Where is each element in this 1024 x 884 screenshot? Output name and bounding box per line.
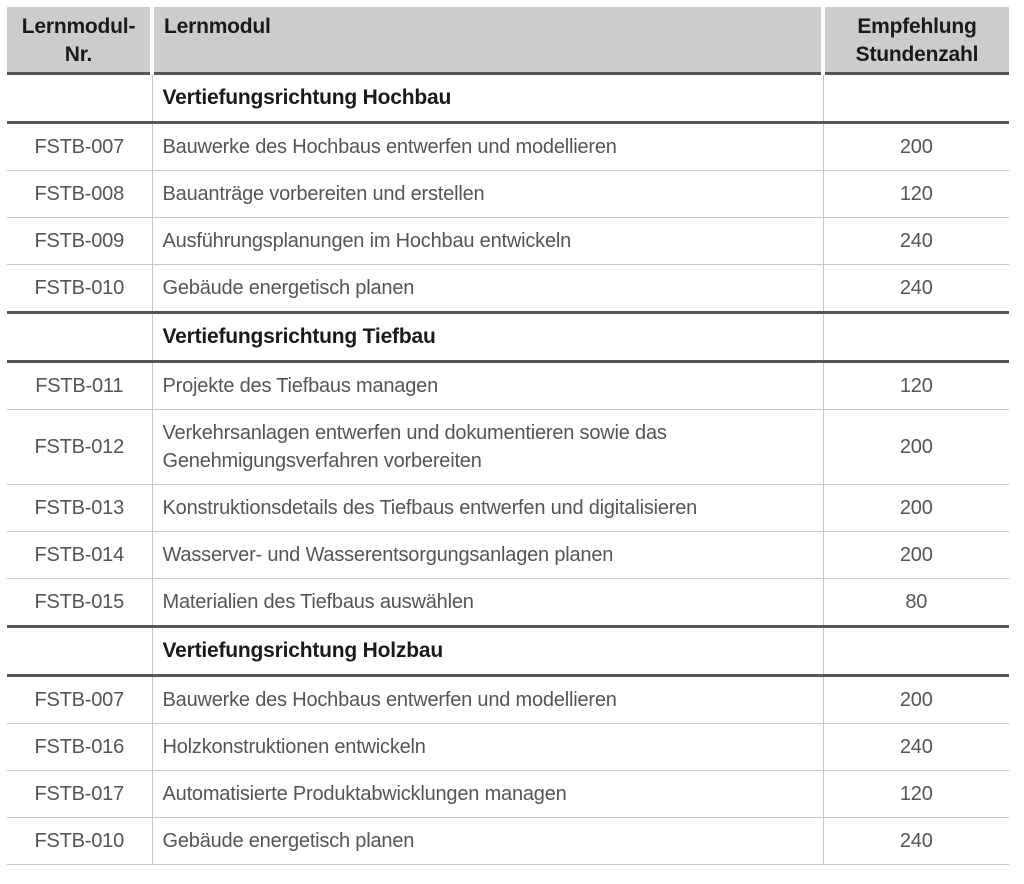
section-empty-stunden-cell	[823, 311, 1009, 363]
module-nr: FSTB-010	[7, 264, 153, 313]
section-row: Vertiefungsrichtung Holzbau	[7, 625, 1009, 677]
section-empty-stunden-cell	[823, 625, 1009, 677]
module-row: FSTB-007 Bauwerke des Hochbaus entwerfen …	[7, 122, 1009, 171]
module-name: Bauwerke des Hochbaus entwerfen und mode…	[152, 675, 824, 724]
module-row: FSTB-007 Bauwerke des Hochbaus entwerfen …	[7, 675, 1009, 724]
module-name: Verkehrsanlagen entwerfen und dokumentie…	[152, 409, 824, 485]
module-nr: FSTB-017	[7, 770, 153, 818]
module-nr: FSTB-007	[7, 675, 153, 724]
module-stunden: 200	[823, 122, 1009, 171]
module-stunden: 120	[823, 170, 1009, 218]
module-stunden: 120	[823, 770, 1009, 818]
module-nr: FSTB-010	[7, 817, 153, 865]
module-nr: FSTB-007	[7, 122, 153, 171]
section-title: Vertiefungsrichtung Holzbau	[152, 625, 824, 677]
module-row: FSTB-010 Gebäude energetisch planen 240	[7, 817, 1009, 865]
module-row: FSTB-017 Automatisierte Produktabwicklung…	[7, 770, 1009, 818]
module-stunden: 240	[823, 723, 1009, 771]
module-row: FSTB-013 Konstruktionsdetails des Tiefbau…	[7, 484, 1009, 532]
section-empty-nr-cell	[7, 72, 153, 124]
module-name: Automatisierte Produktabwicklungen manag…	[152, 770, 824, 818]
module-row: FSTB-012 Verkehrsanlagen entwerfen und do…	[7, 409, 1009, 485]
module-row: FSTB-011 Projekte des Tiefbaus managen 120	[7, 361, 1009, 410]
module-stunden: 240	[823, 264, 1009, 313]
section-title: Vertiefungsrichtung Tiefbau	[152, 311, 824, 363]
module-stunden: 200	[823, 484, 1009, 532]
module-nr: FSTB-014	[7, 531, 153, 579]
section-empty-nr-cell	[7, 311, 153, 363]
module-row: FSTB-014 Wasserver- und Wasserentsorgungs…	[7, 531, 1009, 579]
module-name: Bauwerke des Hochbaus entwerfen und mode…	[152, 122, 824, 171]
module-row: FSTB-010 Gebäude energetisch planen 240	[7, 264, 1009, 313]
module-stunden: 240	[823, 817, 1009, 865]
module-nr: FSTB-015	[7, 578, 153, 627]
module-name: Holzkonstruktionen entwickeln	[152, 723, 824, 771]
table-header-row: Lernmodul- Nr. Lernmodul Empfehlung Stun…	[7, 7, 1009, 75]
module-name: Bauanträge vorbereiten und erstellen	[152, 170, 824, 218]
module-stunden: 200	[823, 409, 1009, 485]
module-stunden: 80	[823, 578, 1009, 627]
module-name: Materialien des Tiefbaus auswählen	[152, 578, 824, 627]
module-nr: FSTB-016	[7, 723, 153, 771]
module-nr: FSTB-013	[7, 484, 153, 532]
section-empty-stunden-cell	[823, 72, 1009, 124]
module-name: Projekte des Tiefbaus managen	[152, 361, 824, 410]
section-row: Vertiefungsrichtung Hochbau	[7, 72, 1009, 124]
module-name: Wasserver- und Wasserentsorgungsanlagen …	[152, 531, 824, 579]
module-name: Gebäude energetisch planen	[152, 817, 824, 865]
table-body: Vertiefungsrichtung Hochbau FSTB-007 Bauwe…	[7, 72, 1009, 865]
module-stunden: 240	[823, 217, 1009, 265]
column-header-lernmodul-nr: Lernmodul- Nr.	[7, 7, 154, 75]
section-title: Vertiefungsrichtung Hochbau	[152, 72, 824, 124]
module-nr: FSTB-009	[7, 217, 153, 265]
column-header-lernmodul: Lernmodul	[152, 7, 825, 75]
module-name: Konstruktionsdetails des Tiefbaus entwer…	[152, 484, 824, 532]
module-nr: FSTB-011	[7, 361, 153, 410]
module-name: Ausführungsplanungen im Hochbau entwicke…	[152, 217, 824, 265]
lernmodule-table: Lernmodul- Nr. Lernmodul Empfehlung Stun…	[7, 7, 1009, 865]
module-nr: FSTB-012	[7, 409, 153, 485]
module-stunden: 200	[823, 675, 1009, 724]
module-name: Gebäude energetisch planen	[152, 264, 824, 313]
module-stunden: 120	[823, 361, 1009, 410]
module-row: FSTB-009 Ausführungsplanungen im Hochbau …	[7, 217, 1009, 265]
section-empty-nr-cell	[7, 625, 153, 677]
column-header-empfehlung-stundenzahl: Empfehlung Stundenzahl	[823, 7, 1009, 75]
module-row: FSTB-015 Materialien des Tiefbaus auswähl…	[7, 578, 1009, 627]
module-nr: FSTB-008	[7, 170, 153, 218]
module-row: FSTB-008 Bauanträge vorbereiten und erste…	[7, 170, 1009, 218]
section-row: Vertiefungsrichtung Tiefbau	[7, 311, 1009, 363]
module-row: FSTB-016 Holzkonstruktionen entwickeln 240	[7, 723, 1009, 771]
module-stunden: 200	[823, 531, 1009, 579]
